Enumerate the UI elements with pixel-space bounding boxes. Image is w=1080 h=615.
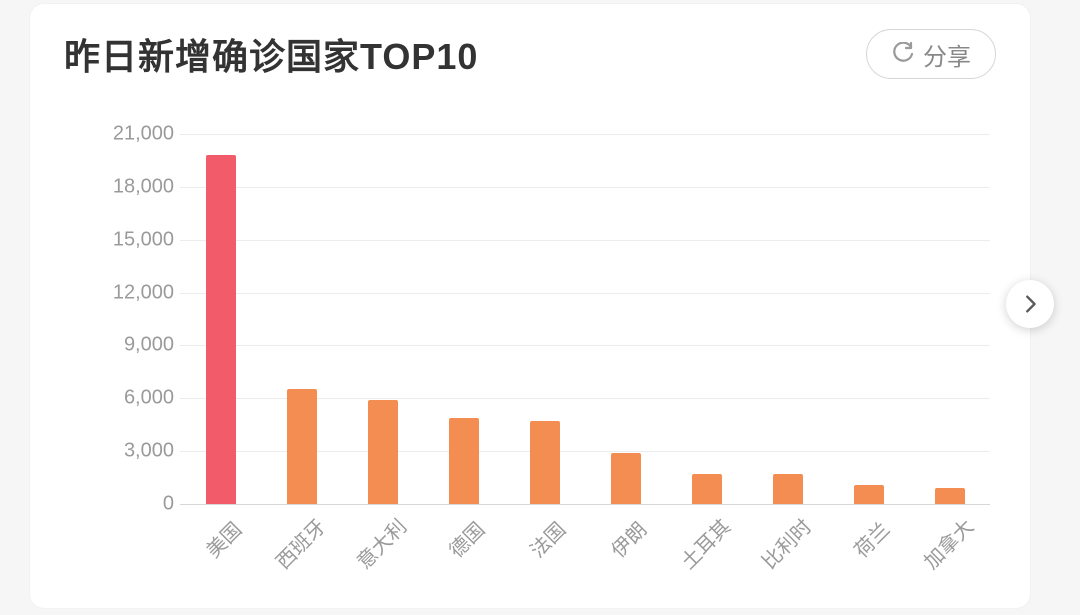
x-tick-label: 美国 xyxy=(198,514,247,563)
x-label-slot: 土耳其 xyxy=(666,514,747,594)
bar-slot xyxy=(909,134,990,504)
y-tick-label: 12,000 xyxy=(84,281,174,304)
share-button-label: 分享 xyxy=(923,37,971,72)
x-label-slot: 伊朗 xyxy=(585,514,666,594)
bar[interactable] xyxy=(773,474,803,504)
x-tick-label: 伊朗 xyxy=(603,514,652,563)
share-button[interactable]: 分享 xyxy=(866,29,996,79)
x-tick-label: 荷兰 xyxy=(846,514,895,563)
card-header: 昨日新增确诊国家TOP10 分享 xyxy=(30,4,1030,80)
bar[interactable] xyxy=(206,155,236,504)
x-tick-label: 德国 xyxy=(441,514,490,563)
x-tick-label: 土耳其 xyxy=(673,512,736,575)
y-tick-label: 18,000 xyxy=(84,175,174,198)
bar[interactable] xyxy=(530,421,560,504)
bar-slot xyxy=(261,134,342,504)
x-tick-label: 西班牙 xyxy=(268,512,331,575)
bar-slot xyxy=(585,134,666,504)
x-label-slot: 意大利 xyxy=(342,514,423,594)
chart-bars xyxy=(180,134,990,504)
chevron-right-icon xyxy=(1019,293,1041,315)
bar-slot xyxy=(666,134,747,504)
bar-slot xyxy=(504,134,585,504)
bar[interactable] xyxy=(287,389,317,504)
refresh-share-icon xyxy=(891,42,915,66)
y-tick-label: 0 xyxy=(84,493,174,516)
y-tick-label: 15,000 xyxy=(84,228,174,251)
chart-title: 昨日新增确诊国家TOP10 xyxy=(64,28,478,80)
chart-area: 0 3,000 6,000 9,000 12,000 15,000 18,000 21,000… xyxy=(76,124,1000,592)
chart-card: 昨日新增确诊国家TOP10 分享 0 3,000 6,000 9,000 12,000 1… xyxy=(30,4,1030,608)
x-label-slot: 西班牙 xyxy=(261,514,342,594)
x-tick-label: 加拿大 xyxy=(916,512,979,575)
chart-xlabels: 美国西班牙意大利德国法国伊朗土耳其比利时荷兰加拿大 xyxy=(180,514,990,594)
x-tick-label: 比利时 xyxy=(754,512,817,575)
bar[interactable] xyxy=(368,400,398,504)
x-label-slot: 加拿大 xyxy=(909,514,990,594)
y-tick-label: 21,000 xyxy=(84,123,174,146)
y-tick-label: 3,000 xyxy=(84,440,174,463)
chart-plot xyxy=(180,134,990,504)
bar-slot xyxy=(828,134,909,504)
bar-slot xyxy=(342,134,423,504)
x-label-slot: 德国 xyxy=(423,514,504,594)
x-tick-label: 意大利 xyxy=(349,512,412,575)
bar[interactable] xyxy=(449,418,479,504)
x-label-slot: 比利时 xyxy=(747,514,828,594)
next-button[interactable] xyxy=(1006,280,1054,328)
y-tick-label: 6,000 xyxy=(84,387,174,410)
bar-slot xyxy=(423,134,504,504)
bar-slot xyxy=(180,134,261,504)
bar[interactable] xyxy=(854,485,884,504)
x-label-slot: 美国 xyxy=(180,514,261,594)
bar[interactable] xyxy=(935,488,965,504)
chart-baseline xyxy=(180,504,990,505)
bar[interactable] xyxy=(611,453,641,504)
x-label-slot: 法国 xyxy=(504,514,585,594)
x-label-slot: 荷兰 xyxy=(828,514,909,594)
y-tick-label: 9,000 xyxy=(84,334,174,357)
bar-slot xyxy=(747,134,828,504)
x-tick-label: 法国 xyxy=(522,514,571,563)
bar[interactable] xyxy=(692,474,722,504)
